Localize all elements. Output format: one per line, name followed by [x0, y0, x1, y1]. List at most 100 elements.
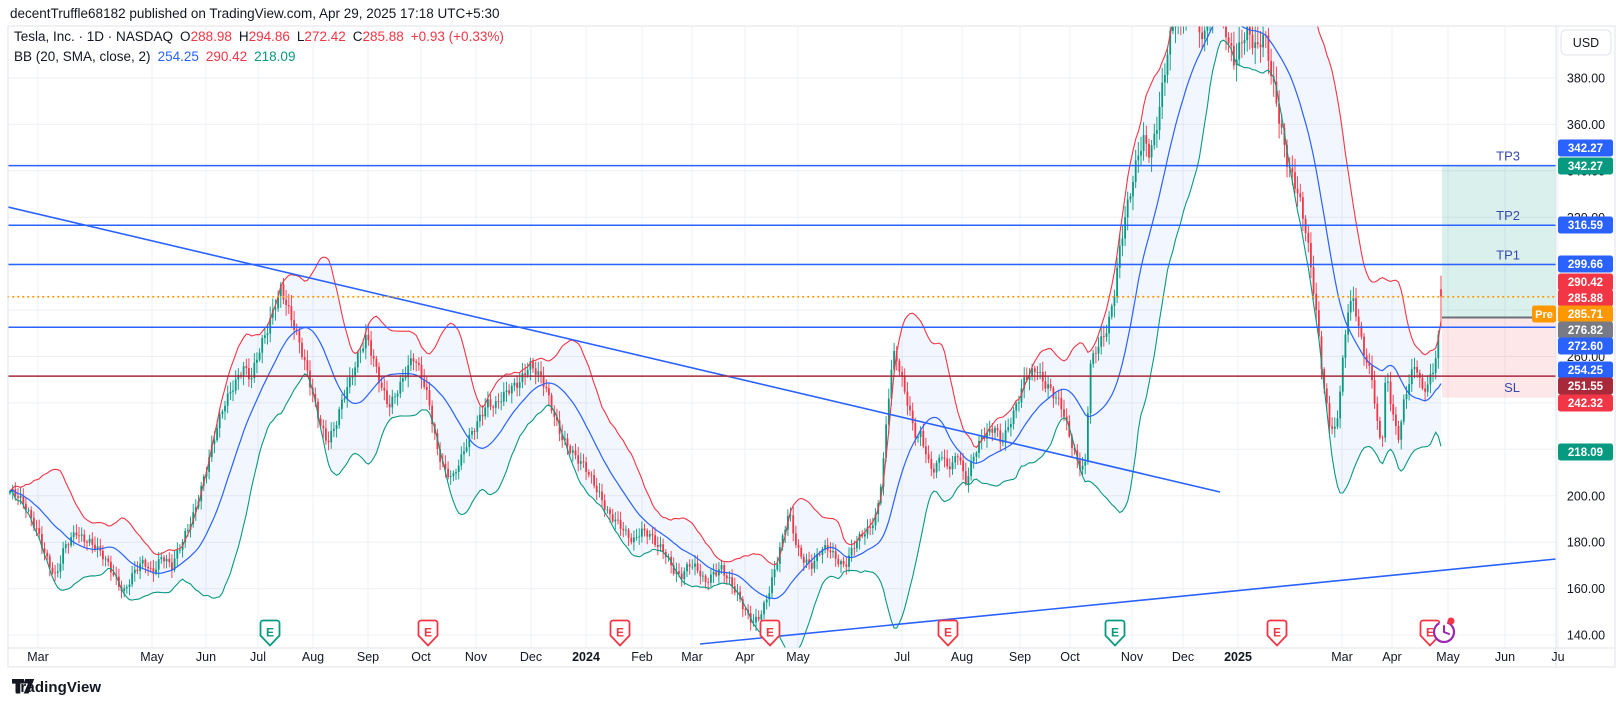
price-badge-value: 285.71 [1568, 309, 1604, 321]
symbol-legend: Tesla, Inc. · 1D · NASDAQ O288.98 H294.86 L… [14, 29, 504, 44]
pre-market-badge [1532, 305, 1556, 323]
month-tick-label: Dec [1172, 650, 1194, 664]
earnings-letter: E [944, 626, 952, 640]
earnings-shield [259, 619, 281, 647]
month-tick-label: Jul [894, 650, 910, 664]
month-tick-label: Jun [1495, 650, 1515, 664]
price-tick-label: 380.00 [1567, 72, 1605, 86]
close-label: C [352, 29, 363, 44]
earnings-marker-icon: E [1266, 619, 1288, 647]
month-tick-label: Nov [465, 650, 488, 664]
price-badge [1558, 216, 1613, 234]
pane-frame [7, 25, 1616, 668]
month-tick-label: Feb [631, 650, 653, 664]
month-tick-label: Apr [1382, 650, 1401, 664]
earnings-marker-icon: E [609, 619, 631, 647]
open-label: O [180, 29, 191, 44]
month-tick-label: Apr [735, 650, 754, 664]
earnings-letter: E [1273, 626, 1281, 640]
earnings-letter: E [616, 626, 624, 640]
clock-hands [1443, 625, 1450, 635]
bb-upper-value: 290.42 [205, 49, 248, 64]
change-value: +0.93 (+0.33%) [410, 29, 504, 44]
publish-header: decentTruffle68182 published on TradingV… [10, 6, 500, 21]
month-tick-label: Sep [357, 650, 379, 664]
earnings-marker-icon: E [417, 619, 439, 647]
notification-dot [1447, 617, 1455, 625]
symbol-title: Tesla, Inc. · 1D · NASDAQ [14, 29, 174, 44]
tp2-label: TP2 [1496, 208, 1520, 223]
price-badge-value: 342.27 [1568, 161, 1603, 173]
low-label: L [296, 29, 305, 44]
price-tick-label: 200.00 [1567, 489, 1605, 503]
price-badge [1558, 273, 1613, 291]
tradingview-attribution[interactable]: TradingView [12, 679, 101, 696]
price-badge [1558, 157, 1613, 175]
earnings-shield [937, 619, 959, 647]
stop-loss-zone [1442, 317, 1556, 398]
price-badge-value: 285.88 [1568, 293, 1604, 305]
currency-button-bg [1560, 29, 1612, 56]
month-tick-label: Ju [1551, 650, 1564, 664]
price-badge [1558, 394, 1613, 412]
plot-layers [8, 26, 1556, 648]
month-tick-label: Jul [250, 650, 266, 664]
earnings-shield [1104, 619, 1126, 647]
bb-basis-value: 254.25 [157, 49, 199, 64]
time-axis[interactable]: Mar May Jun Jul Aug Sep Oct Nov Dec 2024 Feb Mar Apr… [27, 650, 1564, 664]
sl-label: SL [1504, 380, 1520, 395]
price-badge-value: 251.55 [1568, 381, 1604, 393]
high-value: 294.86 [248, 29, 290, 44]
descending-trendline[interactable] [8, 206, 1221, 493]
earnings-shield [1266, 619, 1288, 647]
price-badge-value: 254.25 [1568, 365, 1604, 377]
price-badge-value: 242.32 [1568, 398, 1603, 410]
price-axis[interactable]: 380.00360.00340.00320.00300.00280.00260.… [1532, 72, 1613, 643]
price-badge [1558, 377, 1613, 395]
earnings-shield [417, 619, 439, 647]
month-tick-label: Mar [681, 650, 703, 664]
bollinger-band-fill [10, 26, 1441, 648]
bollinger-basis-line [9, 26, 1442, 600]
price-badge-value: 272.60 [1568, 341, 1603, 353]
month-tick-label: May [1436, 650, 1460, 664]
bollinger-upper-line [9, 26, 1442, 566]
month-tick-label: Jun [196, 650, 216, 664]
month-tick-label: Oct [411, 650, 431, 664]
bb-lower-value: 218.09 [254, 49, 296, 64]
month-tick-label: May [140, 650, 164, 664]
tp3-label: TP3 [1496, 149, 1520, 164]
earnings-shield [609, 619, 631, 647]
close-value: 285.88 [362, 29, 404, 44]
earnings-letter: E [424, 626, 432, 640]
currency-label: USD [1573, 36, 1599, 50]
month-tick-label: Dec [520, 650, 542, 664]
month-tick-label: Nov [1121, 650, 1144, 664]
bollinger-lower-line [9, 39, 1442, 648]
month-tick-label: Mar [1331, 650, 1353, 664]
year-tick-label: 2025 [1224, 650, 1252, 664]
price-badge [1558, 255, 1613, 273]
ascending-trendline[interactable] [699, 558, 1556, 645]
price-badge-value: 342.27 [1568, 143, 1603, 155]
take-profit-zone [1442, 165, 1556, 318]
price-badge-value: 276.82 [1568, 325, 1603, 337]
month-tick-label: May [786, 650, 810, 664]
currency-button[interactable]: USD [1560, 29, 1612, 56]
earnings-letter: E [266, 626, 274, 640]
upcoming-earnings-clock-icon [1432, 617, 1456, 644]
earnings-marker-icon: E [1104, 619, 1126, 647]
earnings-marker-icon: E [937, 619, 959, 647]
month-tick-label: Oct [1060, 650, 1080, 664]
price-badge [1558, 305, 1613, 323]
price-badge [1558, 361, 1613, 379]
price-badge-value: 299.66 [1568, 259, 1603, 271]
tradingview-brand-text: TradingView [12, 679, 102, 696]
earnings-letter: E [766, 626, 774, 640]
month-tick-label: Mar [27, 650, 49, 664]
price-badge-value: 290.42 [1568, 277, 1603, 289]
price-badge [1558, 139, 1613, 157]
price-badge-value: 218.09 [1568, 447, 1603, 459]
